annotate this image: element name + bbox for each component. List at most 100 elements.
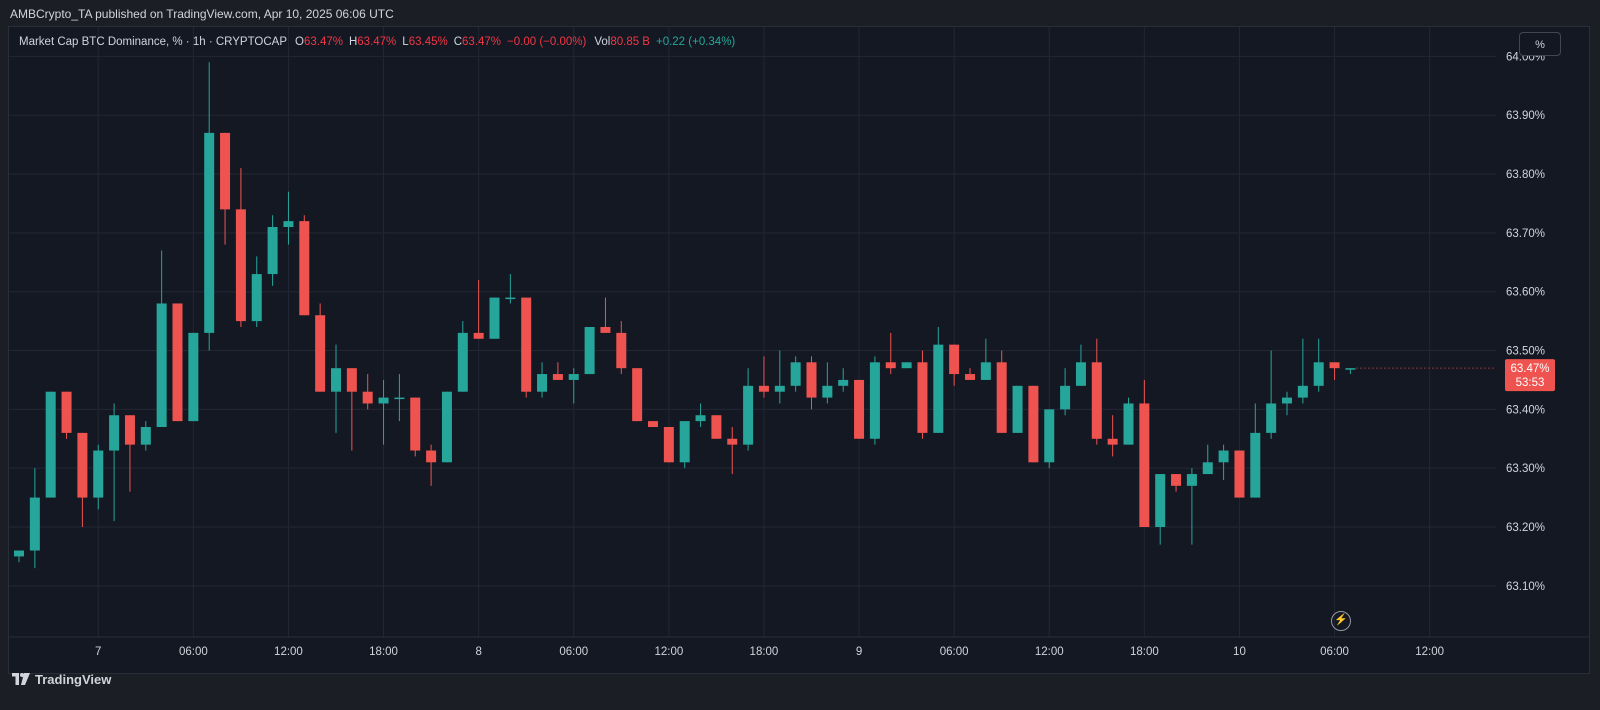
chart-panel[interactable]: 63.10% 63.20% 63.30% 63.40% 63.50% 63.60% 63.7…	[8, 26, 1590, 674]
x-tick-label: 06:00	[559, 646, 588, 658]
candle	[854, 379, 865, 439]
candle-body	[299, 221, 310, 316]
candle	[1218, 444, 1229, 480]
candle-body	[1313, 362, 1324, 386]
x-tick-label: 06:00	[1320, 646, 1349, 658]
candle-body	[93, 450, 104, 498]
x-tick-label: 12:00	[1035, 646, 1064, 658]
candle	[77, 432, 88, 527]
candle-body	[315, 315, 326, 392]
y-tick-label: 63.90%	[1506, 110, 1545, 122]
high-label: H	[348, 36, 358, 48]
candle-body	[616, 332, 627, 369]
candle	[378, 379, 389, 445]
y-tick-label: 63.70%	[1506, 228, 1545, 240]
candle	[695, 403, 706, 427]
candle-body	[600, 327, 611, 333]
candle	[1234, 450, 1245, 498]
x-tick-label: 18:00	[369, 646, 398, 658]
candle	[1060, 368, 1071, 416]
candle-body	[1345, 368, 1356, 370]
candle	[600, 297, 611, 333]
candle	[790, 356, 801, 392]
low-value: 63.45%	[408, 36, 448, 48]
candle	[124, 415, 135, 492]
y-tick-label: 63.40%	[1506, 404, 1545, 416]
candle	[1345, 368, 1356, 375]
x-tick-label: 8	[475, 646, 481, 658]
candle	[45, 391, 56, 498]
candle	[552, 362, 563, 380]
candle-body	[1028, 385, 1039, 463]
candle	[204, 62, 215, 351]
candle	[140, 421, 151, 451]
candle-body	[822, 385, 833, 398]
open-value: 63.47%	[303, 36, 343, 48]
candle-body	[1107, 438, 1118, 445]
candle	[806, 356, 817, 410]
candle	[299, 215, 310, 316]
candle	[616, 321, 627, 375]
candle	[489, 297, 500, 339]
tradingview-footer[interactable]: TradingView	[12, 672, 111, 687]
candle-body	[441, 391, 452, 463]
candle	[1186, 468, 1197, 545]
price-change: −0.00 (−0.00%)	[507, 36, 587, 48]
lightning-icon[interactable]: ⚡	[1331, 611, 1351, 631]
candle-body	[220, 132, 231, 210]
candlestick-chart[interactable]: 63.10% 63.20% 63.30% 63.40% 63.50% 63.60% 63.7…	[9, 27, 1590, 674]
x-tick-label: 18:00	[750, 646, 779, 658]
symbol-name[interactable]: Market Cap BTC Dominance, % · 1h · CRYPT…	[19, 36, 287, 48]
candle-body	[1044, 409, 1055, 463]
last-price-badge	[1505, 359, 1555, 392]
y-tick-label: 63.60%	[1506, 287, 1545, 299]
candle	[362, 374, 373, 410]
candle-body	[1329, 362, 1340, 369]
candle	[1012, 385, 1023, 433]
x-tick-label: 12:00	[274, 646, 303, 658]
candle	[679, 421, 690, 469]
candle-body	[235, 209, 246, 322]
candle-body	[743, 385, 754, 445]
candle-body	[663, 427, 674, 463]
candle	[235, 168, 246, 327]
candle-body	[1123, 403, 1134, 445]
candle	[1266, 350, 1277, 439]
candle-body	[204, 132, 215, 333]
candle	[267, 215, 278, 286]
candle-body	[29, 497, 40, 551]
candle-body	[1234, 450, 1245, 498]
candle-body	[806, 362, 817, 398]
candle	[743, 368, 754, 451]
open-label: O	[295, 36, 304, 48]
publisher-line: AMBCrypto_TA published on TradingView.co…	[10, 7, 394, 21]
candle-body	[838, 379, 849, 386]
y-tick-label: 63.50%	[1506, 346, 1545, 358]
candle-body	[410, 397, 421, 451]
candle-body	[584, 327, 595, 375]
candle-body	[774, 385, 785, 392]
grid-lines	[9, 27, 1496, 637]
candle-body	[1266, 403, 1277, 433]
candle	[441, 391, 452, 463]
candle	[1123, 397, 1134, 445]
candle	[1091, 338, 1102, 445]
candle	[505, 274, 516, 304]
candle-body	[1155, 474, 1166, 527]
candle-body	[1091, 362, 1102, 439]
candle-body	[1139, 403, 1150, 527]
price-scale-unit-button[interactable]: %	[1519, 32, 1561, 56]
y-tick-label: 63.30%	[1506, 463, 1545, 475]
candle-body	[949, 344, 960, 375]
x-tick-label: 06:00	[940, 646, 969, 658]
candle	[172, 303, 183, 422]
candle-body	[901, 362, 912, 369]
candle-body	[917, 362, 928, 433]
candle-body	[790, 362, 801, 386]
candle	[1313, 338, 1324, 392]
low-label: L	[402, 36, 409, 48]
candle-body	[61, 391, 72, 433]
candle	[869, 356, 880, 445]
candle	[1329, 362, 1340, 380]
candle-body	[1060, 385, 1071, 410]
